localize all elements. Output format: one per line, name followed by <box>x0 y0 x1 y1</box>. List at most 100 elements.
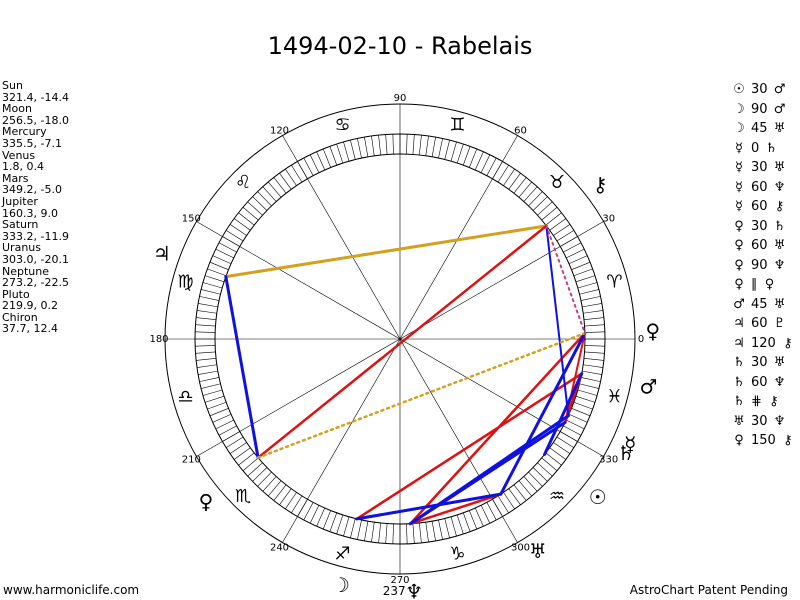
degree-tick <box>444 140 450 160</box>
aspect-planet-b: ♆ <box>773 374 786 390</box>
degree-tick <box>343 516 350 537</box>
degree-label: 270 <box>390 575 409 586</box>
aspect-line <box>499 331 587 496</box>
body-glyph-jupiter: ♃ <box>153 242 171 266</box>
aspect-planet-b: ♇ <box>773 316 786 331</box>
degree-tick <box>584 351 605 354</box>
degree-tick <box>262 186 277 202</box>
degree-tick <box>518 181 533 198</box>
degree-tick <box>425 135 429 156</box>
degree-tick <box>571 261 591 270</box>
aspect-angle: 45 <box>751 121 768 136</box>
aspect-planet-a: ♄ <box>733 355 745 370</box>
zodiac-sign-glyph: ♎ <box>177 386 193 407</box>
body-glyph-neptune: ♆ <box>405 580 423 600</box>
degree-tick <box>462 146 471 166</box>
house-spoke <box>282 338 401 543</box>
body-glyph-mercury: ☿ <box>624 432 636 456</box>
aspect-row: ♀ 60 ♅ <box>731 236 796 256</box>
degree-tick <box>285 492 297 510</box>
degree-tick <box>518 480 533 497</box>
degree-tick <box>444 518 450 538</box>
degree-tick <box>568 255 588 265</box>
zodiac-sign-glyph: ♈ <box>606 272 622 293</box>
degree-tick <box>371 522 375 543</box>
aspect-line <box>564 332 586 424</box>
degree-tick <box>528 471 543 487</box>
degree-label: 30 <box>602 214 615 225</box>
degree-tick <box>566 248 585 259</box>
degree-tick <box>322 510 331 530</box>
degree-tick <box>279 488 292 506</box>
degree-tick <box>438 519 443 540</box>
planet-coords: 37.7, 12.4 <box>2 322 58 336</box>
degree-tick <box>419 135 422 156</box>
degree-tick <box>579 383 599 389</box>
degree-tick <box>563 425 582 436</box>
degree-label: 90 <box>394 93 407 104</box>
aspect-row: ♃ 120 ⚷ <box>731 334 796 354</box>
aspect-line <box>543 372 584 456</box>
degree-tick <box>198 370 218 375</box>
degree-tick <box>225 436 244 448</box>
planet-name: Chiron <box>2 310 38 324</box>
degree-tick <box>364 137 369 157</box>
degree-tick <box>412 134 415 155</box>
aspect-line <box>355 372 583 521</box>
degree-tick <box>329 512 338 532</box>
planet-coords: 333.2, -11.9 <box>2 229 69 243</box>
degree-tick <box>303 157 314 176</box>
aspect-planet-b: ♆ <box>773 179 786 195</box>
degree-tick <box>563 242 582 253</box>
degree-tick <box>199 377 220 382</box>
aspect-row: ♄ ⋕ ⚷ <box>731 392 796 412</box>
degree-tick <box>553 224 571 236</box>
degree-tick <box>195 331 216 333</box>
degree-tick <box>503 492 515 510</box>
degree-tick <box>212 413 232 423</box>
degree-tick <box>238 452 255 466</box>
degree-tick <box>233 218 251 231</box>
degree-tick <box>503 168 515 186</box>
planet-name: Venus <box>2 148 36 162</box>
degree-tick <box>204 395 225 403</box>
website-link[interactable]: www.harmoniclife.com <box>3 583 140 597</box>
degree-tick <box>267 181 282 198</box>
aspect-row: ☿ 60 ⚷ <box>731 197 796 217</box>
aspect-line <box>408 420 567 526</box>
degree-tick <box>497 164 509 183</box>
degree-label: 150 <box>182 214 201 225</box>
planet-name: Neptune <box>2 264 50 278</box>
aspect-planet-b: ⚷ <box>783 335 793 351</box>
aspect-row: ♄ 60 ♆ <box>731 373 796 393</box>
degree-tick <box>584 324 605 327</box>
planet-name: Moon <box>2 102 32 116</box>
degree-tick <box>497 495 509 514</box>
aspect-line <box>545 224 586 335</box>
patent-note: AstroChart Patent Pending <box>629 583 788 597</box>
aspect-line <box>409 331 587 525</box>
degree-tick <box>406 134 408 155</box>
degree-tick <box>257 191 272 207</box>
degree-tick <box>486 157 497 176</box>
degree-tick <box>215 248 234 259</box>
degree-tick <box>273 177 287 194</box>
aspect-line <box>256 224 548 459</box>
degree-tick <box>545 212 562 226</box>
aspect-angle: ⋕ <box>751 394 762 409</box>
aspect-planet-b: ♀ <box>764 277 775 292</box>
aspect-planet-b: ♆ <box>773 413 786 429</box>
body-glyph-mars: ♂ <box>640 374 658 398</box>
aspect-planet-a: ♅ <box>733 413 745 429</box>
degree-tick <box>201 289 221 295</box>
aspect-angle: 30 <box>751 82 768 97</box>
degree-tick <box>225 230 244 242</box>
aspect-planet-a: ♂ <box>733 296 745 312</box>
aspect-row: ☿ 60 ♆ <box>731 178 796 198</box>
aspect-planet-a: ♀ <box>734 277 744 292</box>
degree-label: 60 <box>514 125 527 136</box>
degree-tick <box>580 296 601 301</box>
degree-tick <box>532 467 548 482</box>
aspect-line <box>256 331 587 459</box>
degree-tick <box>201 383 221 389</box>
